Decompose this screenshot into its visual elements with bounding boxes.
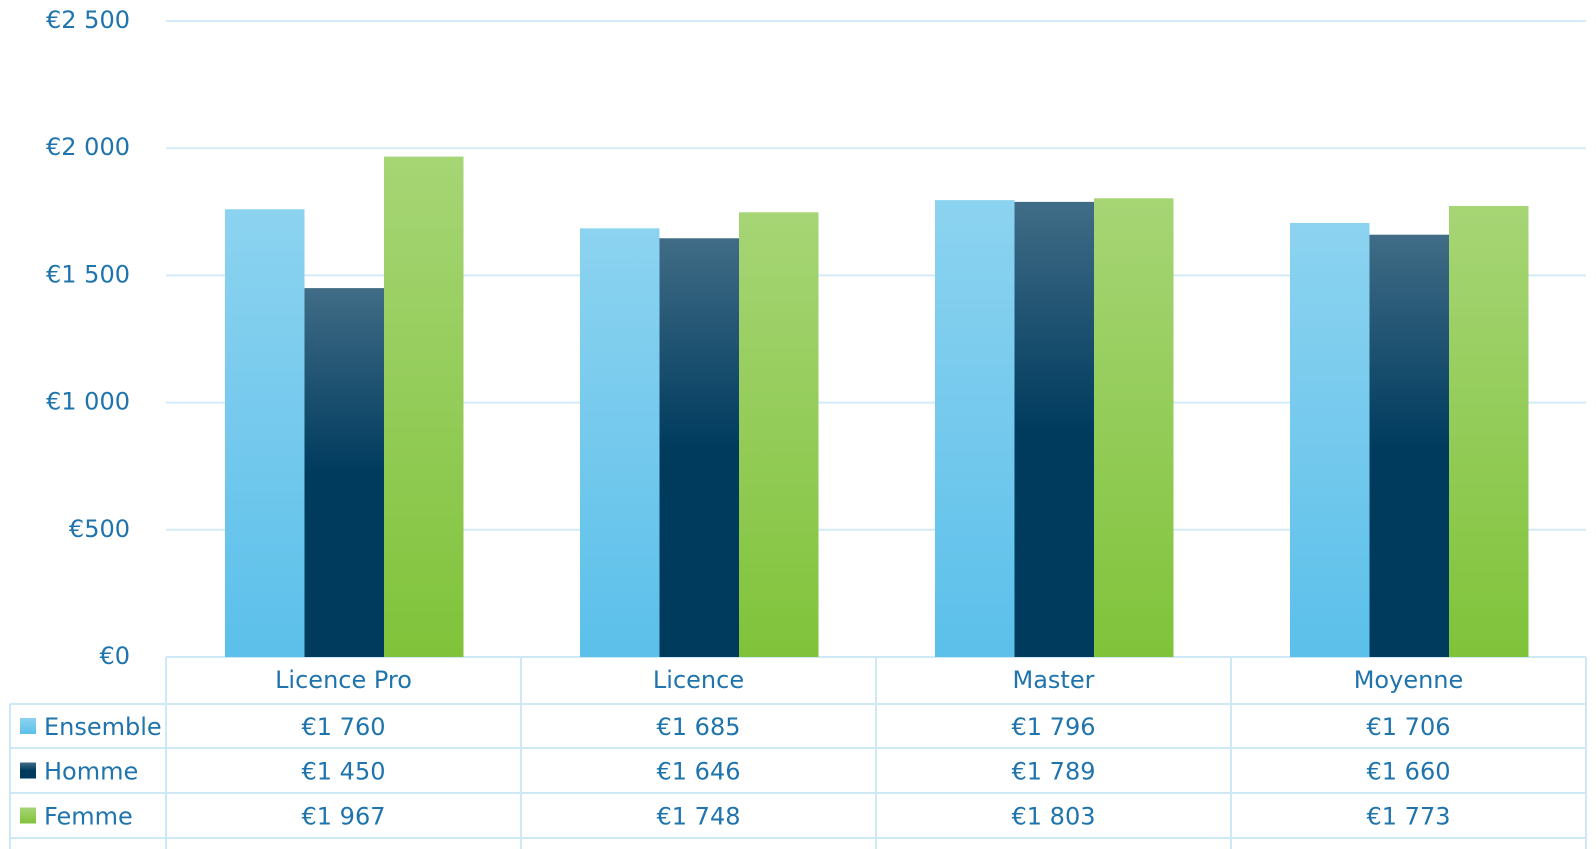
x-tick-label: Licence Pro bbox=[275, 666, 412, 694]
bar bbox=[1369, 234, 1449, 658]
bar bbox=[384, 156, 464, 657]
data-label: €1 803 bbox=[1012, 803, 1096, 831]
bar bbox=[1014, 201, 1094, 657]
y-tick-label: €0 bbox=[99, 642, 130, 670]
y-tick-label: €2 500 bbox=[46, 6, 130, 34]
bar bbox=[1094, 198, 1174, 657]
data-label: €1 967 bbox=[302, 803, 386, 831]
data-label: €1 660 bbox=[1367, 758, 1451, 786]
data-label: €1 796 bbox=[1012, 713, 1096, 741]
legend-swatch bbox=[20, 762, 36, 779]
data-label: €1 789 bbox=[1012, 758, 1096, 786]
bar bbox=[304, 288, 384, 657]
bar bbox=[225, 209, 305, 658]
legend-swatch bbox=[20, 718, 36, 734]
y-tick-label: €500 bbox=[69, 515, 130, 543]
data-label: €1 748 bbox=[657, 803, 741, 831]
x-tick-label: Moyenne bbox=[1354, 666, 1464, 694]
legend-label: Homme bbox=[44, 758, 138, 786]
x-tick-label: Licence bbox=[653, 666, 744, 694]
y-tick-label: €1 500 bbox=[46, 260, 130, 288]
y-tick-label: €2 000 bbox=[46, 133, 130, 161]
data-label: €1 706 bbox=[1367, 713, 1451, 741]
data-label: €1 773 bbox=[1367, 803, 1451, 831]
bar bbox=[935, 200, 1015, 657]
data-label: €1 760 bbox=[302, 713, 386, 741]
bar bbox=[1290, 222, 1370, 658]
bar bbox=[1449, 205, 1529, 658]
data-label: €1 646 bbox=[657, 758, 741, 786]
data-label: €1 685 bbox=[657, 713, 741, 741]
y-tick-label: €1 000 bbox=[46, 388, 130, 416]
legend-label: Ensemble bbox=[44, 713, 162, 741]
bar bbox=[659, 238, 739, 657]
data-label: €1 450 bbox=[302, 758, 386, 786]
bar bbox=[739, 212, 819, 657]
bar bbox=[580, 228, 660, 657]
x-tick-label: Master bbox=[1013, 666, 1095, 694]
legend-swatch bbox=[20, 807, 36, 824]
legend-label: Femme bbox=[44, 803, 133, 831]
